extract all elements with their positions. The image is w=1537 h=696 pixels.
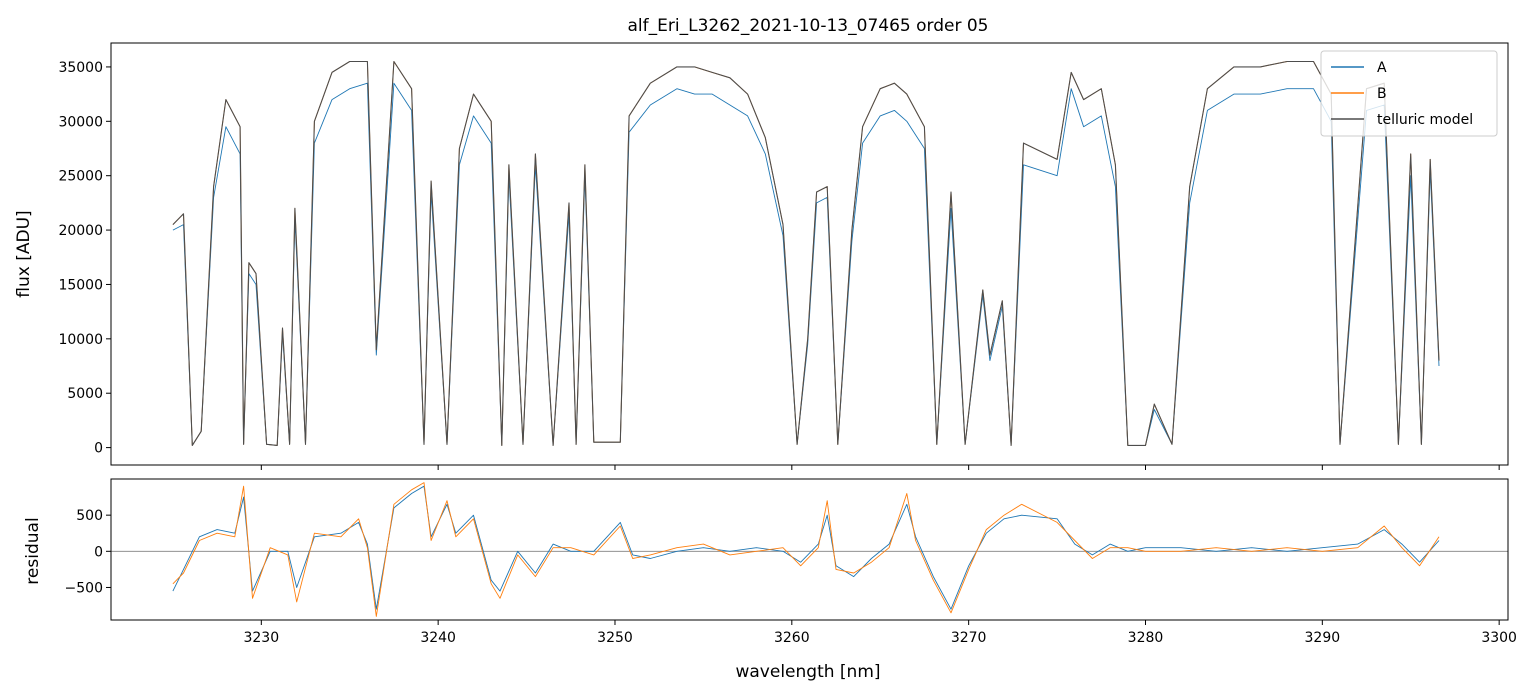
- residual-y-tick-label: 500: [76, 508, 103, 524]
- flux-x-ticks: [260, 465, 1500, 470]
- x-tick-label: 3260: [774, 630, 810, 646]
- x-tick-label: 3300: [1481, 630, 1517, 646]
- legend-label-a: A: [1377, 60, 1387, 76]
- residual-x-axis: 3230 3240 3250 3260 3270 3280 3290 3300: [243, 620, 1517, 646]
- flux-plot-area: [172, 60, 1440, 446]
- legend-label-b: B: [1377, 86, 1387, 102]
- flux-y-tick-label: 10000: [58, 332, 103, 348]
- flux-y-axis-label: flux [ADU]: [14, 210, 34, 297]
- flux-y-tick-label: 35000: [58, 60, 103, 76]
- residual-axes-frame: [110, 478, 1509, 621]
- legend: A B telluric model: [1320, 50, 1498, 137]
- flux-axes-frame: [110, 42, 1509, 466]
- flux-y-axis: 0 5000 10000 15000 20000 25000 30000 35000: [58, 60, 111, 457]
- residual-plot-area: [111, 482, 1508, 617]
- legend-frame: [1320, 50, 1498, 137]
- x-tick-label: 3250: [597, 630, 633, 646]
- flux-y-tick-label: 30000: [58, 114, 103, 130]
- flux-y-tick-label: 25000: [58, 169, 103, 185]
- chart-title: alf_Eri_L3262_2021-10-13_07465 order 05: [628, 16, 989, 36]
- x-axis-label: wavelength [nm]: [735, 662, 880, 682]
- series-b-residual-line: [172, 482, 1440, 617]
- residual-y-axis-label: residual: [23, 517, 43, 584]
- residual-y-tick-label: 0: [94, 544, 103, 560]
- x-tick-label: 3230: [243, 630, 279, 646]
- x-tick-label: 3290: [1305, 630, 1341, 646]
- residual-y-axis: −500 0 500: [65, 508, 111, 596]
- telluric-model-line: [172, 60, 1440, 446]
- flux-y-tick-label: 20000: [58, 223, 103, 239]
- legend-label-telluric: telluric model: [1377, 112, 1473, 128]
- x-tick-label: 3240: [420, 630, 456, 646]
- flux-y-tick-label: 15000: [58, 277, 103, 293]
- x-tick-label: 3280: [1128, 630, 1164, 646]
- residual-y-tick-label: −500: [65, 580, 103, 596]
- flux-y-tick-label: 0: [94, 441, 103, 457]
- flux-y-tick-label: 5000: [67, 386, 103, 402]
- x-tick-label: 3270: [951, 630, 987, 646]
